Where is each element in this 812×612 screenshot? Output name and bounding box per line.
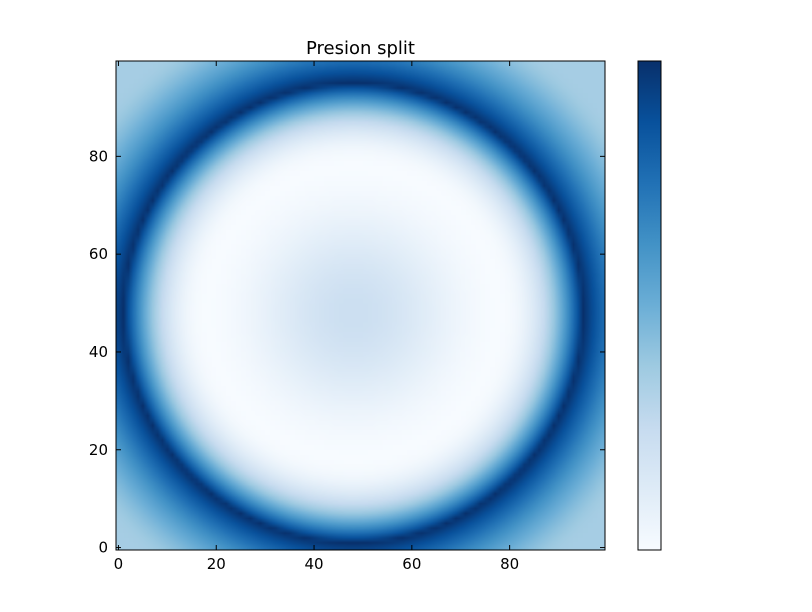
- plot-frame: [115, 60, 606, 551]
- x-tick-label: 80: [500, 555, 519, 573]
- x-tick-label: 40: [304, 555, 323, 573]
- y-tick-label: 40: [89, 343, 108, 361]
- y-tick-label: 0: [98, 539, 108, 557]
- y-tick-label: 80: [89, 147, 108, 165]
- y-tick-label: 20: [89, 441, 108, 459]
- x-tick-label: 60: [402, 555, 421, 573]
- x-tick-label: 20: [207, 555, 226, 573]
- x-axis: 0 20 40 60 80: [114, 61, 519, 573]
- y-axis: 0 20 40 60 80: [89, 147, 605, 557]
- colorbar: [637, 60, 662, 551]
- x-tick-label: 0: [114, 555, 124, 573]
- heatmap-raster: [116, 61, 605, 550]
- y-tick-label: 60: [89, 245, 108, 263]
- heatmap-image: [116, 61, 605, 550]
- chart-title: Presion split: [306, 38, 415, 59]
